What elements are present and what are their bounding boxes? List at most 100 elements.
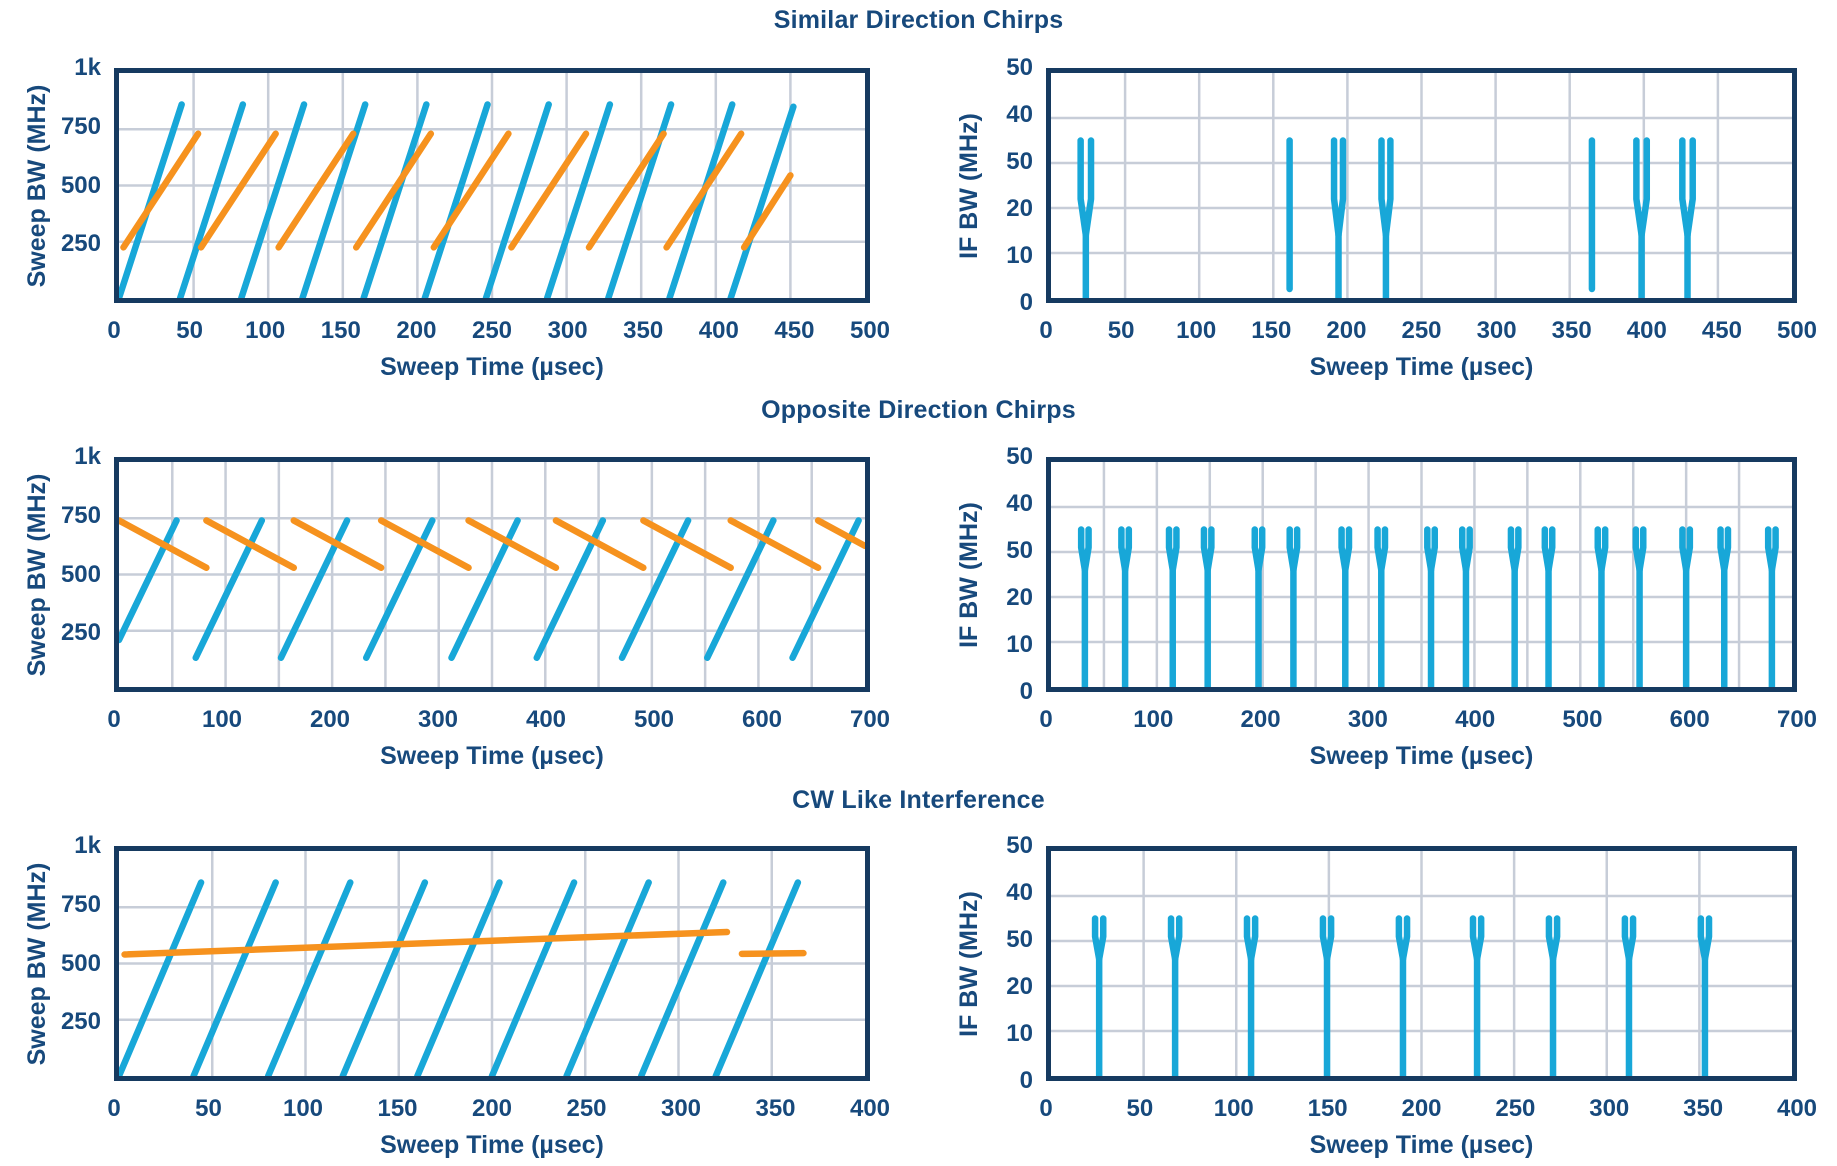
sweep-similar-x-axis-title: Sweep Time (µsec) bbox=[380, 353, 604, 381]
ifbw-similar-xtick-200: 200 bbox=[1326, 317, 1367, 344]
ifbw-opposite-ytick-50: 50 bbox=[1006, 443, 1033, 470]
ifbw-cw-ytick-0: 0 bbox=[1019, 1067, 1033, 1094]
ifbw-opposite-if-beat-spikes bbox=[1427, 530, 1434, 571]
sweep-similar-ytick-750: 750 bbox=[60, 112, 101, 140]
sweep-similar-radar-chirps bbox=[180, 105, 243, 299]
sweep-similar-radar-chirps bbox=[547, 105, 610, 299]
ifbw-cw-if-beat-spikes bbox=[1095, 919, 1103, 960]
sweep-opposite-xtick-300: 300 bbox=[417, 706, 459, 733]
ifbw-similar-y-axis-title: IF BW (MHz) bbox=[955, 112, 983, 259]
sweep-similar-ytick-500: 500 bbox=[60, 171, 101, 199]
ifbw-similar-xtick-0: 0 bbox=[1039, 317, 1053, 344]
sweep-cw-xtick-150: 150 bbox=[377, 1095, 418, 1122]
sweep-opposite-interference-chirps bbox=[818, 521, 865, 546]
chart-sweep-opposite: 0 100 200 300 400 500 600 700 1k 750 500 250 Sweep T… bbox=[23, 443, 890, 770]
sweep-opposite-xtick-500: 500 bbox=[633, 706, 675, 733]
chart-ifbw-opposite: 0 100 200 300 400 500 600 700 50 40 50 20 10 0 Sweep T… bbox=[955, 443, 1817, 770]
sweep-cw-radar-chirps bbox=[641, 883, 723, 1077]
ifbw-opposite-xtick-600: 600 bbox=[1669, 706, 1710, 733]
ifbw-opposite-if-beat-spikes bbox=[1378, 530, 1385, 571]
chart-sweep-cw: 0 50 100 150 200 250 300 350 400 1k 750 500 250 Sweep… bbox=[23, 832, 890, 1159]
ifbw-opposite-plot-area bbox=[1046, 457, 1797, 692]
ifbw-opposite-ytick-40: 40 bbox=[1006, 490, 1033, 517]
ifbw-similar-if-beat-spikes bbox=[1334, 141, 1343, 236]
sweep-cw-xtick-300: 300 bbox=[660, 1095, 702, 1122]
ifbw-similar-x-axis-title: Sweep Time (µsec) bbox=[1309, 353, 1534, 381]
sweep-cw-xtick-100: 100 bbox=[282, 1095, 324, 1122]
sweep-similar-radar-chirps bbox=[425, 105, 488, 299]
sweep-cw-xtick-400: 400 bbox=[849, 1095, 891, 1122]
sweep-similar-xtick-400: 400 bbox=[698, 317, 739, 344]
ifbw-opposite-xtick-100: 100 bbox=[1133, 706, 1174, 733]
ifbw-cw-if-beat-spikes bbox=[1625, 919, 1633, 960]
ifbw-cw-xtick-50: 50 bbox=[1126, 1095, 1154, 1122]
sweep-opposite-xtick-100: 100 bbox=[201, 706, 243, 733]
row-title-similar: Similar Direction Chirps bbox=[773, 6, 1064, 34]
ifbw-cw-xtick-250: 250 bbox=[1495, 1095, 1536, 1122]
sweep-cw-x-axis-title: Sweep Time (µsec) bbox=[380, 1131, 604, 1159]
ifbw-similar-xtick-450: 450 bbox=[1701, 317, 1742, 344]
sweep-cw-radar-chirps bbox=[119, 883, 201, 1077]
ifbw-similar-xtick-300: 300 bbox=[1476, 317, 1517, 344]
ifbw-opposite-xtick-200: 200 bbox=[1240, 706, 1281, 733]
ifbw-cw-if-beat-spikes bbox=[1399, 919, 1407, 960]
ifbw-cw-xtick-350: 350 bbox=[1683, 1095, 1724, 1122]
row-title-opposite: Opposite Direction Chirps bbox=[761, 396, 1076, 424]
sweep-cw-radar-chirps bbox=[417, 883, 499, 1077]
sweep-opposite-interference-chirps bbox=[731, 521, 818, 568]
sweep-cw-cw-interference bbox=[125, 932, 727, 955]
sweep-opposite-xtick-200: 200 bbox=[309, 706, 351, 733]
ifbw-opposite-if-beat-spikes bbox=[1598, 530, 1605, 571]
sweep-opposite-interference-chirps bbox=[381, 521, 468, 568]
ifbw-similar-ytick-30: 50 bbox=[1006, 148, 1033, 175]
sweep-cw-ytick-500: 500 bbox=[60, 949, 101, 977]
sweep-similar-interference-chirps bbox=[356, 134, 431, 248]
sweep-similar-radar-chirps bbox=[731, 107, 794, 298]
sweep-cw-y-axis-title: Sweep BW (MHz) bbox=[23, 862, 51, 1065]
ifbw-similar-if-beat-spikes bbox=[1636, 141, 1646, 236]
sweep-similar-interference-chirps bbox=[123, 134, 198, 248]
ifbw-similar-xtick-150: 150 bbox=[1251, 317, 1292, 344]
ifbw-similar-svg bbox=[1051, 73, 1792, 298]
sweep-similar-interference-chirps bbox=[434, 134, 509, 248]
ifbw-opposite-xtick-0: 0 bbox=[1039, 706, 1053, 733]
sweep-opposite-radar-chirps bbox=[793, 521, 859, 658]
sweep-opposite-radar-chirps bbox=[196, 521, 262, 658]
sweep-cw-ytick-1000: 1k bbox=[74, 832, 101, 859]
sweep-cw-cw-interference bbox=[742, 953, 804, 954]
sweep-similar-interference-chirps bbox=[744, 175, 790, 247]
ifbw-cw-y-axis-title: IF BW (MHz) bbox=[955, 890, 983, 1037]
ifbw-opposite-ytick-0: 0 bbox=[1019, 678, 1033, 705]
sweep-similar-xtick-150: 150 bbox=[320, 317, 361, 344]
ifbw-opposite-if-beat-spikes bbox=[1768, 530, 1775, 571]
ifbw-opposite-xtick-400: 400 bbox=[1455, 706, 1496, 733]
ifbw-opposite-if-beat-spikes bbox=[1081, 530, 1088, 571]
sweep-similar-xtick-350: 350 bbox=[623, 317, 664, 344]
ifbw-opposite-if-beat-spikes bbox=[1462, 530, 1469, 571]
ifbw-opposite-if-beat-spikes bbox=[1121, 530, 1128, 571]
sweep-similar-xtick-100: 100 bbox=[245, 317, 286, 344]
sweep-similar-radar-chirps bbox=[486, 105, 549, 299]
sweep-cw-radar-chirps bbox=[194, 883, 276, 1077]
ifbw-similar-xtick-350: 350 bbox=[1551, 317, 1592, 344]
ifbw-cw-if-beat-spikes bbox=[1473, 919, 1481, 960]
sweep-similar-radar-chirps bbox=[364, 105, 427, 299]
sweep-opposite-interference-chirps bbox=[119, 521, 206, 568]
ifbw-cw-if-beat-spikes bbox=[1171, 919, 1179, 960]
ifbw-cw-if-beat-spikes bbox=[1701, 919, 1709, 960]
ifbw-cw-xtick-100: 100 bbox=[1213, 1095, 1254, 1122]
ifbw-similar-ytick-0: 0 bbox=[1019, 289, 1033, 316]
ifbw-cw-svg bbox=[1051, 851, 1792, 1076]
sweep-similar-xtick-450: 450 bbox=[774, 317, 815, 344]
ifbw-opposite-y-axis-title: IF BW (MHz) bbox=[955, 501, 983, 648]
ifbw-cw-xtick-150: 150 bbox=[1307, 1095, 1348, 1122]
sweep-similar-interference-chirps bbox=[511, 134, 586, 248]
sweep-similar-xtick-500: 500 bbox=[849, 317, 891, 344]
sweep-similar-radar-chirps bbox=[670, 105, 733, 299]
ifbw-similar-xtick-50: 50 bbox=[1107, 317, 1135, 344]
sweep-opposite-ytick-750: 750 bbox=[60, 501, 101, 529]
ifbw-cw-ytick-30: 50 bbox=[1006, 926, 1033, 953]
ifbw-cw-if-beat-spikes bbox=[1549, 919, 1557, 960]
ifbw-opposite-xtick-500: 500 bbox=[1562, 706, 1603, 733]
